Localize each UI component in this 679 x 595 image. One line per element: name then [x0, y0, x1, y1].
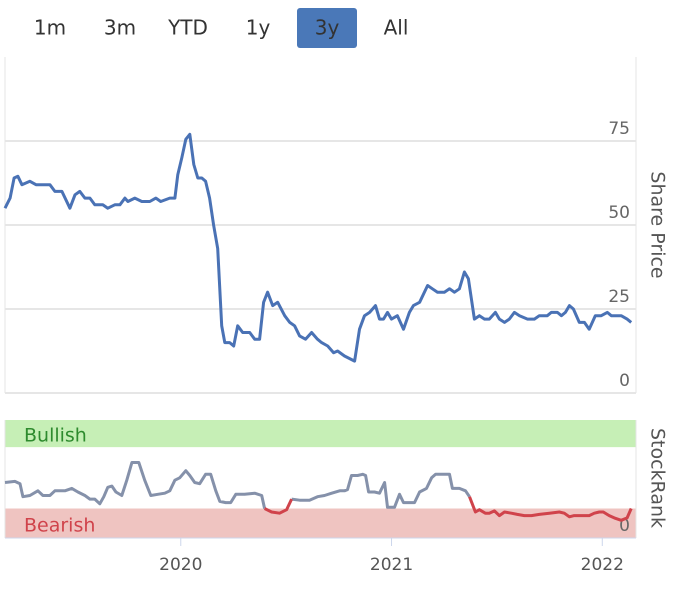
x-tick-label: 2020	[159, 555, 202, 575]
y-tick-label: 0	[619, 516, 630, 536]
band-label: Bearish	[24, 515, 95, 537]
x-tick-label: 2021	[370, 555, 413, 575]
band	[5, 420, 636, 448]
y-axis-title: StockRank	[647, 428, 669, 528]
y-tick-label: 0	[619, 371, 630, 391]
range-button[interactable]: All	[384, 16, 409, 40]
range-button[interactable]: YTD	[167, 16, 208, 40]
y-tick-label: 25	[608, 287, 630, 307]
y-tick-label: 75	[608, 119, 630, 139]
range-button[interactable]: 3m	[104, 16, 136, 40]
range-button-selected[interactable]	[297, 8, 357, 48]
data-line	[4, 461, 471, 509]
y-tick-label: 50	[608, 203, 630, 223]
range-button[interactable]: 3y	[315, 16, 340, 40]
data-line	[263, 496, 633, 522]
data-line	[3, 132, 633, 363]
range-button[interactable]: 1m	[34, 16, 66, 40]
range-button[interactable]: 1y	[246, 16, 271, 40]
band	[5, 508, 636, 538]
x-tick-label: 2022	[581, 555, 624, 575]
y-axis-title: Share Price	[647, 171, 669, 278]
band-label: Bullish	[24, 425, 87, 447]
